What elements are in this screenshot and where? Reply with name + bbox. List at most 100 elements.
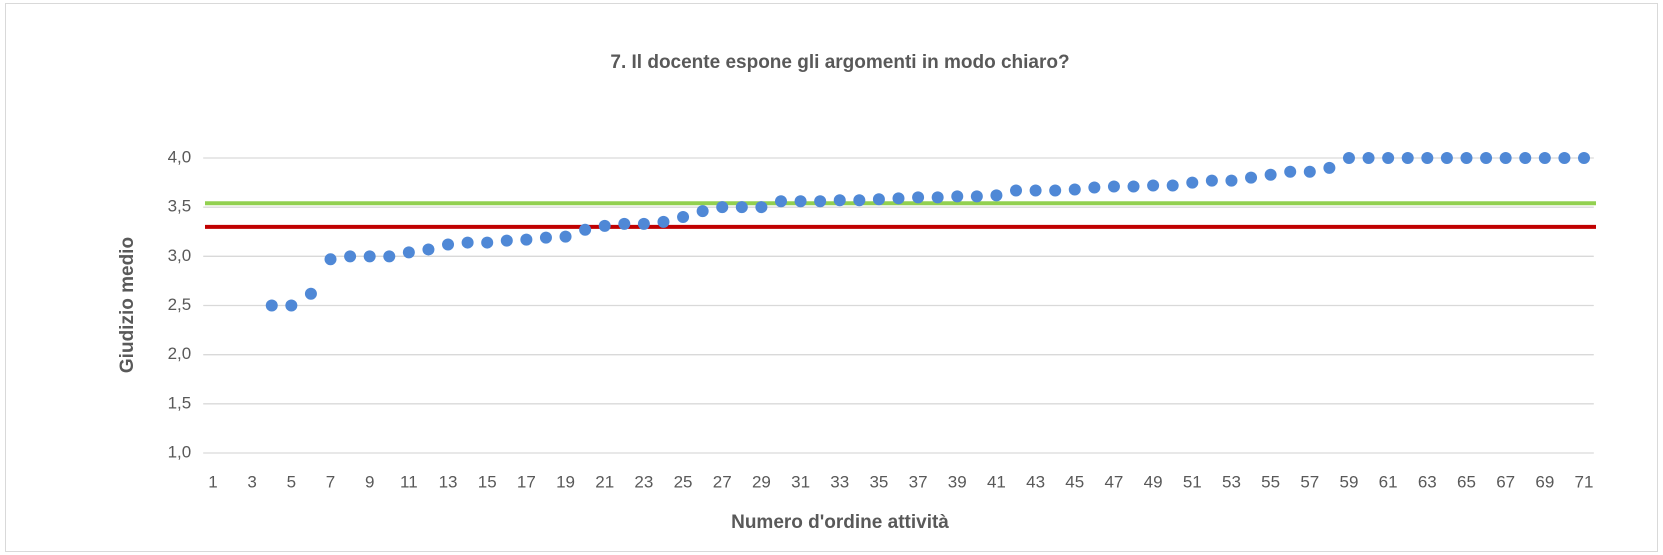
- data-point: [1166, 179, 1179, 192]
- x-tick-label: 67: [1496, 472, 1515, 491]
- x-tick-label: 39: [948, 472, 967, 491]
- data-point: [677, 211, 690, 223]
- x-tick-label: 13: [439, 472, 458, 491]
- data-point: [1147, 179, 1160, 192]
- x-tick-label: 17: [517, 472, 536, 491]
- chart-title: 7. Il docente espone gli argomenti in mo…: [610, 52, 1069, 73]
- x-tick-label: 37: [909, 472, 928, 491]
- x-tick-label: 21: [595, 472, 614, 491]
- x-tick-label: 49: [1144, 472, 1163, 491]
- data-point: [1127, 180, 1140, 193]
- data-point: [481, 236, 494, 249]
- data-point: [383, 250, 396, 263]
- x-tick-label: 35: [869, 472, 888, 491]
- x-axis-title: Numero d'ordine attività: [731, 512, 949, 533]
- data-point: [598, 219, 611, 232]
- data-point: [794, 195, 807, 208]
- x-tick-label: 9: [365, 472, 374, 491]
- y-tick-label: 2,0: [168, 344, 192, 363]
- data-point: [990, 189, 1003, 202]
- x-tick-label: 57: [1300, 472, 1319, 491]
- data-point: [344, 250, 357, 263]
- data-point: [402, 246, 415, 259]
- data-point: [970, 190, 983, 203]
- data-point: [833, 194, 846, 207]
- data-point: [363, 250, 376, 263]
- data-point: [755, 201, 768, 214]
- data-point: [1303, 165, 1316, 178]
- x-tick-label: 1: [208, 472, 217, 491]
- x-tick-label: 43: [1026, 472, 1045, 491]
- x-tick-label: 41: [987, 472, 1006, 491]
- data-point: [1186, 176, 1199, 189]
- data-point: [1245, 171, 1258, 184]
- x-tick-label: 71: [1575, 472, 1594, 491]
- data-point: [1401, 152, 1414, 164]
- data-point: [500, 234, 513, 247]
- y-tick-label: 2,5: [168, 295, 192, 314]
- x-tick-label: 45: [1065, 472, 1084, 491]
- x-tick-label: 7: [326, 472, 335, 491]
- y-tick-label: 3,5: [168, 197, 192, 216]
- data-point: [265, 299, 278, 312]
- x-tick-label: 63: [1418, 472, 1437, 491]
- x-tick-label: 55: [1261, 472, 1280, 491]
- data-point: [461, 236, 474, 249]
- y-tick-label: 3,0: [168, 246, 192, 265]
- x-tick-label: 25: [674, 472, 693, 491]
- data-point: [912, 191, 925, 204]
- data-point: [618, 217, 631, 230]
- x-tick-label: 27: [713, 472, 732, 491]
- x-tick-label: 11: [400, 472, 418, 491]
- x-tick-label: 19: [556, 472, 575, 491]
- data-point: [1460, 152, 1473, 164]
- data-point: [774, 195, 787, 208]
- y-tick-label: 1,5: [168, 393, 192, 412]
- data-point: [1558, 152, 1571, 164]
- x-tick-label: 51: [1183, 472, 1202, 491]
- y-axis-title: Giudizio medio: [117, 237, 138, 373]
- data-point: [422, 243, 435, 256]
- x-tick-label: 47: [1104, 472, 1123, 491]
- x-tick-label: 53: [1222, 472, 1241, 491]
- data-point: [1342, 152, 1355, 164]
- data-point: [579, 223, 592, 236]
- y-tick-label: 4,0: [168, 147, 192, 166]
- x-tick-label: 59: [1340, 472, 1359, 491]
- data-point: [324, 253, 337, 266]
- data-point: [1323, 161, 1336, 174]
- data-point: [304, 287, 317, 300]
- data-point: [1107, 180, 1120, 193]
- data-point: [1499, 152, 1512, 164]
- data-point: [1362, 152, 1375, 164]
- x-tick-label: 61: [1379, 472, 1398, 491]
- data-point: [1088, 181, 1101, 194]
- data-point: [1284, 165, 1297, 178]
- data-point: [735, 201, 748, 214]
- data-point: [1010, 184, 1023, 197]
- data-point: [637, 217, 650, 230]
- x-tick-label: 69: [1535, 472, 1554, 491]
- data-point: [539, 231, 552, 244]
- data-point: [696, 205, 709, 218]
- x-tick-label: 31: [791, 472, 810, 491]
- data-point: [1029, 184, 1042, 197]
- data-point: [1225, 174, 1238, 187]
- x-tick-label: 23: [634, 472, 653, 491]
- data-point: [559, 230, 572, 243]
- data-point: [1578, 152, 1590, 164]
- data-point: [1205, 174, 1218, 187]
- data-point: [1264, 168, 1277, 181]
- chart-border: [5, 3, 1658, 552]
- x-tick-label: 33: [830, 472, 849, 491]
- data-point: [951, 190, 964, 203]
- data-point: [1382, 152, 1395, 164]
- data-point: [716, 201, 729, 214]
- y-tick-label: 1,0: [168, 442, 192, 461]
- x-tick-label: 5: [287, 472, 296, 491]
- data-point: [1480, 152, 1493, 164]
- x-tick-label: 3: [247, 472, 256, 491]
- data-point: [520, 233, 533, 246]
